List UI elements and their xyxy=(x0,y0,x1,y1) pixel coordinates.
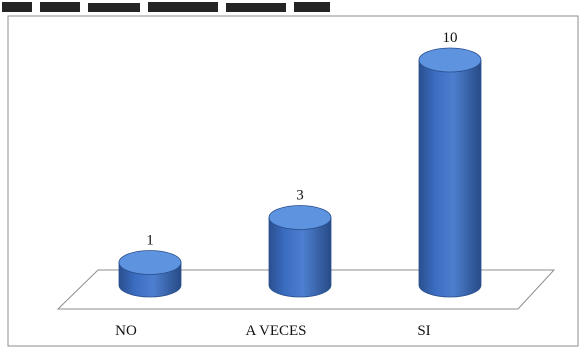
tick-label-a-veces: A VECES xyxy=(246,323,307,339)
x-axis-tick-labels: NO A VECES SI xyxy=(115,323,431,339)
bar-top xyxy=(268,205,332,230)
data-label-si: 10 xyxy=(443,30,458,46)
tick-label-no: NO xyxy=(115,323,137,339)
bar-body xyxy=(418,59,482,298)
bar-si xyxy=(418,47,482,298)
cropped-heading-text xyxy=(0,0,585,16)
bars-layer xyxy=(118,47,482,298)
tick-label-si: SI xyxy=(417,323,430,339)
bar-top xyxy=(418,47,482,73)
data-label-a-veces: 3 xyxy=(296,188,304,204)
bar-a-veces xyxy=(268,205,332,298)
labels-layer: 1 3 10 xyxy=(146,30,457,249)
bar-body xyxy=(268,217,332,298)
data-label-no: 1 xyxy=(146,233,154,249)
cropped-heading-strip xyxy=(0,0,585,16)
bar-top xyxy=(118,250,182,275)
bar-no xyxy=(118,250,182,298)
